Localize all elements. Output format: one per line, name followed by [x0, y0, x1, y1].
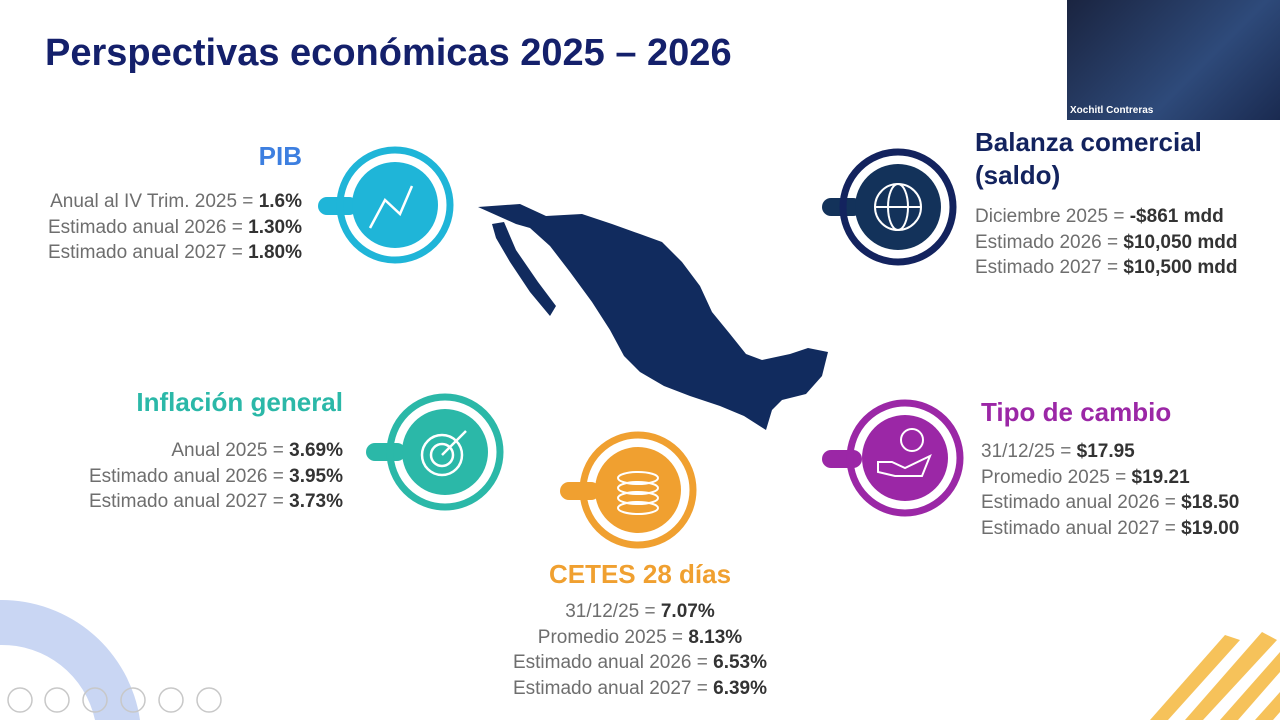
indicator-row: Estimado anual 2027 = 1.80% [48, 240, 302, 266]
indicator-label: Estimado anual 2027 = [981, 517, 1176, 539]
stripes-decoration [1150, 632, 1280, 720]
indicator-value: 7.07% [660, 601, 715, 622]
section-heading: PIB [258, 141, 302, 171]
indicator-label: Estimado anual 2027 = [512, 677, 708, 699]
spacer [513, 591, 767, 599]
participant-name: Xochitl Contreras [1070, 105, 1154, 116]
indicator-row: Diciembre 2025 = -$861 mdd [975, 204, 1237, 230]
indicator-label: Estimado anual 2027 = [47, 242, 243, 263]
indicator-label: Promedio 2025 = [537, 626, 684, 648]
spacer [975, 192, 1237, 204]
indicator-row: Estimado anual 2026 = $18.50 [981, 490, 1239, 516]
indicator-row: Estimado anual 2026 = 3.95% [89, 464, 343, 490]
icon-tipo-cambio [822, 399, 964, 517]
indicator-row: 31/12/25 = $17.95 [981, 439, 1239, 465]
section: PIB Anual al IV Trim. 2025 = 1.6% Estimado… [48, 140, 302, 266]
indicator-row: Estimado anual 2027 = $19.00 [981, 516, 1239, 542]
webcam: Xochitl Contreras [1067, 0, 1280, 120]
indicator-row: Estimado anual 2026 = 1.30% [48, 215, 302, 241]
indicator-value: 3.73% [289, 491, 343, 512]
indicator-value: 1.80% [248, 242, 302, 263]
indicator-row: Promedio 2025 = $19.21 [981, 465, 1239, 491]
section-heading: Tipo de cambio [981, 397, 1172, 427]
indicator-row: Promedio 2025 = 8.13% [513, 625, 767, 651]
indicator-value: 8.13% [688, 626, 743, 648]
indicator-row: Estimado anual 2026 = 6.53% [513, 650, 767, 676]
section: Tipo de cambio 31/12/25 = $17.95 Promedio … [981, 396, 1239, 541]
indicator-value: $10,500 mdd [1123, 257, 1238, 278]
spacer [48, 173, 302, 189]
indicator-value: 3.95% [289, 465, 343, 487]
icon-pib [318, 146, 454, 264]
indicator-row: Anual 2025 = 3.69% [89, 438, 343, 464]
indicator-value: 6.53% [713, 652, 768, 673]
spacer [89, 419, 343, 438]
indicator-row: Estimado 2026 = $10,050 mdd [975, 230, 1237, 256]
indicator-label: 31/12/25 = [981, 441, 1072, 462]
map-mexico [478, 204, 828, 430]
indicator-label: Anual al IV Trim. 2025 = [50, 191, 254, 212]
section-heading: CETES 28 días [548, 559, 732, 589]
icon-cetes [560, 431, 697, 549]
indicator-row: 31/12/25 = 7.07% [513, 599, 767, 625]
slide-toolbar[interactable] [7, 687, 222, 713]
indicator-row: Anual al IV Trim. 2025 = 1.6% [48, 189, 302, 215]
indicator-value: $19.00 [1181, 517, 1240, 539]
indicator-label: Estimado 2026 = [975, 231, 1119, 253]
indicator-label: Diciembre 2025 = [975, 206, 1125, 227]
indicator-label: Estimado anual 2027 = [88, 491, 284, 512]
indicator-label: Anual 2025 = [171, 440, 284, 461]
indicator-value: 1.6% [258, 191, 302, 212]
indicator-value: $17.95 [1076, 441, 1135, 462]
indicator-row: Estimado anual 2027 = 3.73% [89, 489, 343, 515]
indicator-row: Estimado anual 2027 = 6.39% [513, 676, 767, 702]
indicator-label: Estimado anual 2026 = [47, 216, 243, 238]
icon-balanza [822, 148, 957, 266]
section-heading: Inflación general [136, 387, 343, 417]
indicator-value: 3.69% [289, 440, 343, 461]
section-heading: Balanza comercial [975, 127, 1202, 157]
slide-title: Perspectivas económicas 2025 – 2026 [45, 32, 732, 74]
section: CETES 28 días 31/12/25 = 7.07% Promedio 20… [513, 558, 767, 701]
indicator-value: $10,050 mdd [1123, 231, 1238, 253]
indicator-value: 1.30% [248, 216, 302, 238]
spacer [981, 429, 1239, 439]
section-heading: (saldo) [975, 160, 1061, 190]
indicator-label: 31/12/25 = [565, 601, 656, 622]
indicator-value: 6.39% [713, 677, 768, 699]
indicator-value: -$861 mdd [1129, 206, 1224, 227]
indicator-label: Promedio 2025 = [981, 466, 1127, 488]
indicator-row: Estimado 2027 = $10,500 mdd [975, 255, 1237, 281]
indicator-label: Estimado anual 2026 = [512, 652, 708, 673]
section: Balanza comercial (saldo) Diciembre 2025 =… [975, 126, 1237, 281]
arc-decoration [0, 599, 140, 720]
indicator-value: $19.21 [1131, 466, 1190, 488]
indicator-label: Estimado 2027 = [975, 257, 1119, 278]
indicator-value: $18.50 [1181, 492, 1240, 513]
indicator-label: Estimado anual 2026 = [88, 465, 284, 487]
indicator-label: Estimado anual 2026 = [981, 492, 1176, 513]
icon-inflacion [366, 393, 504, 511]
section: Inflación general Anual 2025 = 3.69% Estim… [89, 386, 343, 515]
